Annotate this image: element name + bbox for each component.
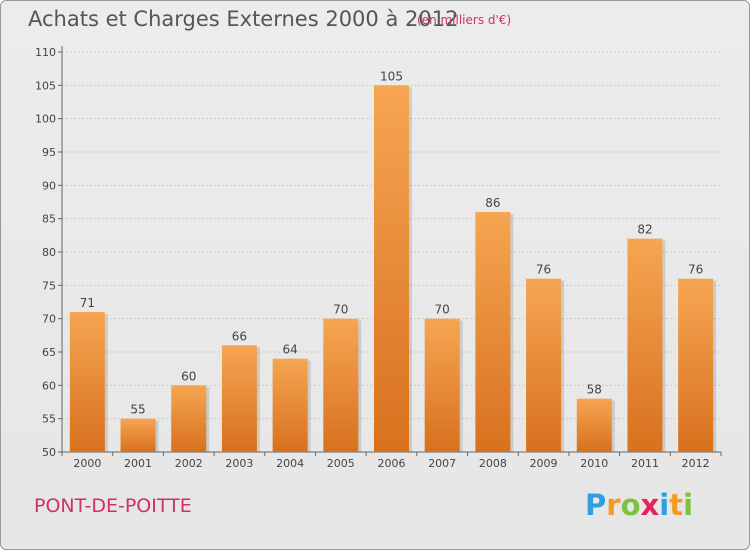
logo-letter: r: [606, 488, 621, 522]
bar: [424, 318, 460, 452]
data-label: 71: [80, 296, 95, 310]
bar: [475, 212, 511, 452]
bar: [627, 238, 663, 452]
bar: [374, 85, 409, 452]
data-label: 70: [333, 303, 348, 317]
chart-subtitle: (en milliers d'€): [417, 13, 512, 27]
data-label: 76: [536, 263, 551, 277]
y-tick-label: 70: [42, 313, 56, 326]
x-tick-label: 2004: [276, 457, 304, 470]
x-tick-label: 2011: [631, 457, 659, 470]
bar: [120, 418, 156, 452]
data-label: 55: [130, 403, 145, 417]
data-label: 60: [181, 369, 196, 383]
y-tick-label: 55: [42, 413, 56, 426]
place-name: PONT-DE-POITTE: [34, 495, 192, 517]
x-tick-label: 2000: [73, 457, 101, 470]
y-tick-label: 65: [42, 346, 56, 359]
y-tick-label: 60: [42, 379, 56, 392]
data-label: 64: [282, 343, 297, 357]
data-label: 66: [232, 329, 247, 343]
bar: [272, 358, 308, 452]
logo-letter: x: [640, 488, 660, 522]
data-label: 70: [435, 303, 450, 317]
y-tick-label: 85: [42, 213, 56, 226]
chart-title: Achats et Charges Externes 2000 à 2012: [28, 7, 459, 31]
label-layer: 71 2000 55 2001 60 2002 66 2003 64 2004 70 2005 105 2…: [73, 69, 709, 470]
x-tick-label: 2008: [479, 457, 507, 470]
bar: [576, 398, 612, 452]
x-tick-label: 2005: [327, 457, 355, 470]
data-label: 82: [637, 223, 652, 237]
axis-layer: 50 55 60 65 70 75 80 85 90 95 100 105 110: [35, 46, 722, 459]
bar-layer: [69, 85, 717, 452]
x-tick-label: 2002: [175, 457, 203, 470]
data-label: 76: [688, 263, 703, 277]
y-tick-label: 80: [42, 246, 56, 259]
bar: [221, 345, 257, 452]
logo-letter: t: [669, 488, 684, 522]
bar: [526, 278, 562, 452]
data-label: 105: [380, 69, 403, 83]
y-tick-label: 110: [35, 46, 56, 59]
y-tick-label: 105: [35, 79, 56, 92]
y-tick-label: 50: [42, 446, 56, 459]
logo-letter: P: [585, 488, 607, 522]
proxiti-logo: Proxiti: [585, 488, 693, 522]
data-label: 58: [587, 383, 602, 397]
y-tick-label: 90: [42, 179, 56, 192]
logo-letter: i: [683, 488, 694, 522]
data-label: 86: [485, 196, 500, 210]
x-tick-label: 2007: [428, 457, 456, 470]
y-tick-label: 75: [42, 279, 56, 292]
x-tick-label: 2001: [124, 457, 152, 470]
bar: [678, 278, 714, 452]
x-tick-label: 2009: [530, 457, 558, 470]
bar: [171, 385, 207, 452]
y-tick-label: 100: [35, 113, 56, 126]
bar: [323, 318, 359, 452]
logo-letter: i: [659, 488, 670, 522]
y-tick-label: 95: [42, 146, 56, 159]
logo-letter: o: [620, 488, 641, 522]
bar: [69, 312, 105, 452]
x-tick-label: 2006: [378, 457, 406, 470]
x-tick-label: 2012: [682, 457, 710, 470]
x-tick-label: 2003: [225, 457, 253, 470]
x-tick-label: 2010: [580, 457, 608, 470]
